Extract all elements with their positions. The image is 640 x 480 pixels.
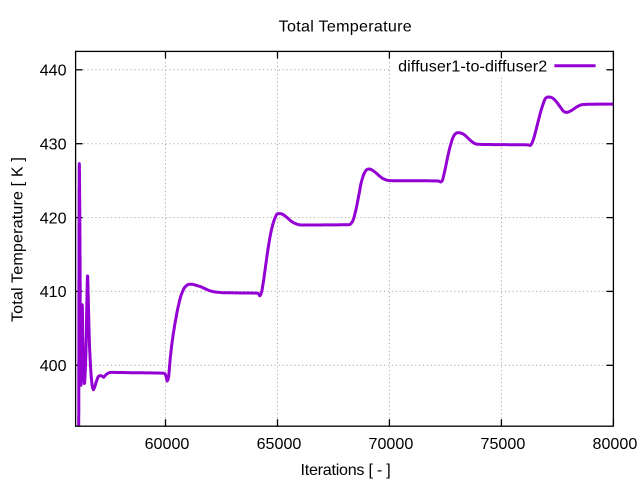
svg-text:400: 400 [40, 357, 67, 375]
svg-text:diffuser1-to-diffuser2: diffuser1-to-diffuser2 [398, 57, 547, 75]
svg-text:60000: 60000 [145, 435, 190, 453]
svg-text:80000: 80000 [593, 435, 638, 453]
svg-text:Total Temperature: Total Temperature [279, 18, 412, 36]
svg-text:430: 430 [40, 135, 67, 153]
svg-text:75000: 75000 [481, 435, 526, 453]
svg-text:440: 440 [40, 62, 67, 80]
svg-text:420: 420 [40, 209, 67, 227]
svg-text:Iterations [ - ]: Iterations [ - ] [301, 461, 391, 479]
svg-text:70000: 70000 [369, 435, 414, 453]
svg-text:Total Temperature [ K ]: Total Temperature [ K ] [8, 157, 26, 322]
svg-text:410: 410 [40, 283, 67, 301]
svg-text:65000: 65000 [257, 435, 302, 453]
